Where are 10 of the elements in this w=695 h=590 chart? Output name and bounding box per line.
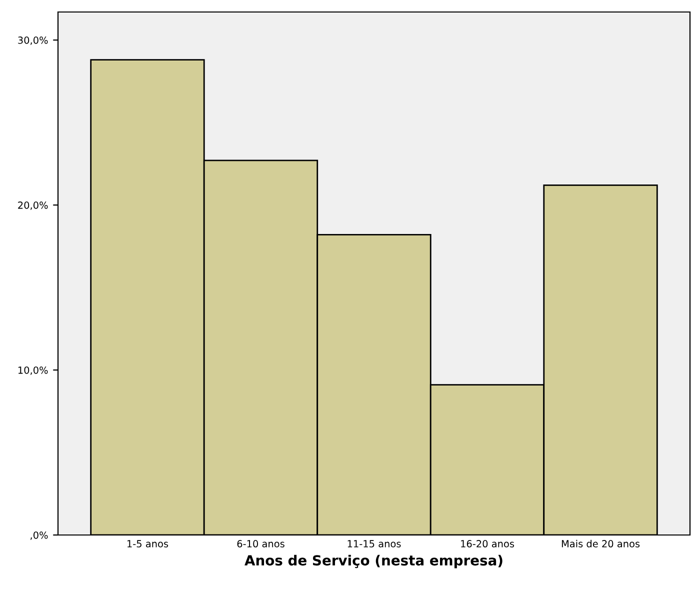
- x-tick-label: 16-20 anos: [461, 540, 514, 548]
- y-tick-label: ,0%: [30, 531, 48, 540]
- y-tick-label: 30,0%: [18, 36, 48, 45]
- y-tick-label: 20,0%: [18, 202, 48, 210]
- x-tick-label: 11-15 anos: [348, 540, 401, 548]
- x-tick-label: 6-10 anos: [237, 540, 284, 548]
- x-axis-title: Anos de Serviço (nesta empresa): [244, 554, 502, 568]
- y-tick-label: 10,0%: [18, 366, 48, 375]
- x-tick-label: 1-5 anos: [127, 540, 168, 548]
- x-tick-label: Mais de 20 anos: [562, 540, 640, 548]
